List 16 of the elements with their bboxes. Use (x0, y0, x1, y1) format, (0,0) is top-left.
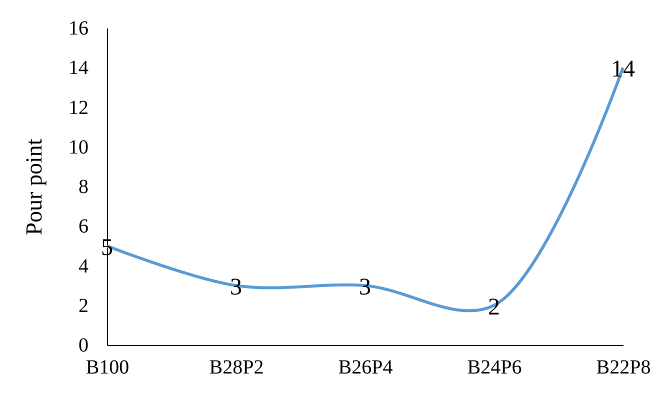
y-tick-label: 14 (68, 57, 88, 80)
y-tick-label: 16 (68, 18, 88, 40)
x-tick-label: B24P6 (467, 356, 522, 378)
y-tick-label: 2 (78, 294, 88, 317)
y-tick-label: 6 (78, 216, 88, 238)
y-tick-label: 10 (68, 136, 88, 158)
x-tick-label: B26P4 (338, 356, 393, 378)
y-tick-label: 8 (78, 176, 88, 198)
y-axis-title: Pour point (22, 138, 46, 236)
y-tick-label: 0 (78, 334, 88, 356)
x-tick-label: B100 (86, 356, 130, 378)
x-tick-label: B22P8 (596, 356, 651, 378)
y-tick-label: 4 (78, 255, 88, 278)
data-label: 14 (611, 56, 635, 83)
x-tick-label: B28P2 (209, 356, 264, 378)
y-tick-label: 12 (68, 96, 88, 119)
